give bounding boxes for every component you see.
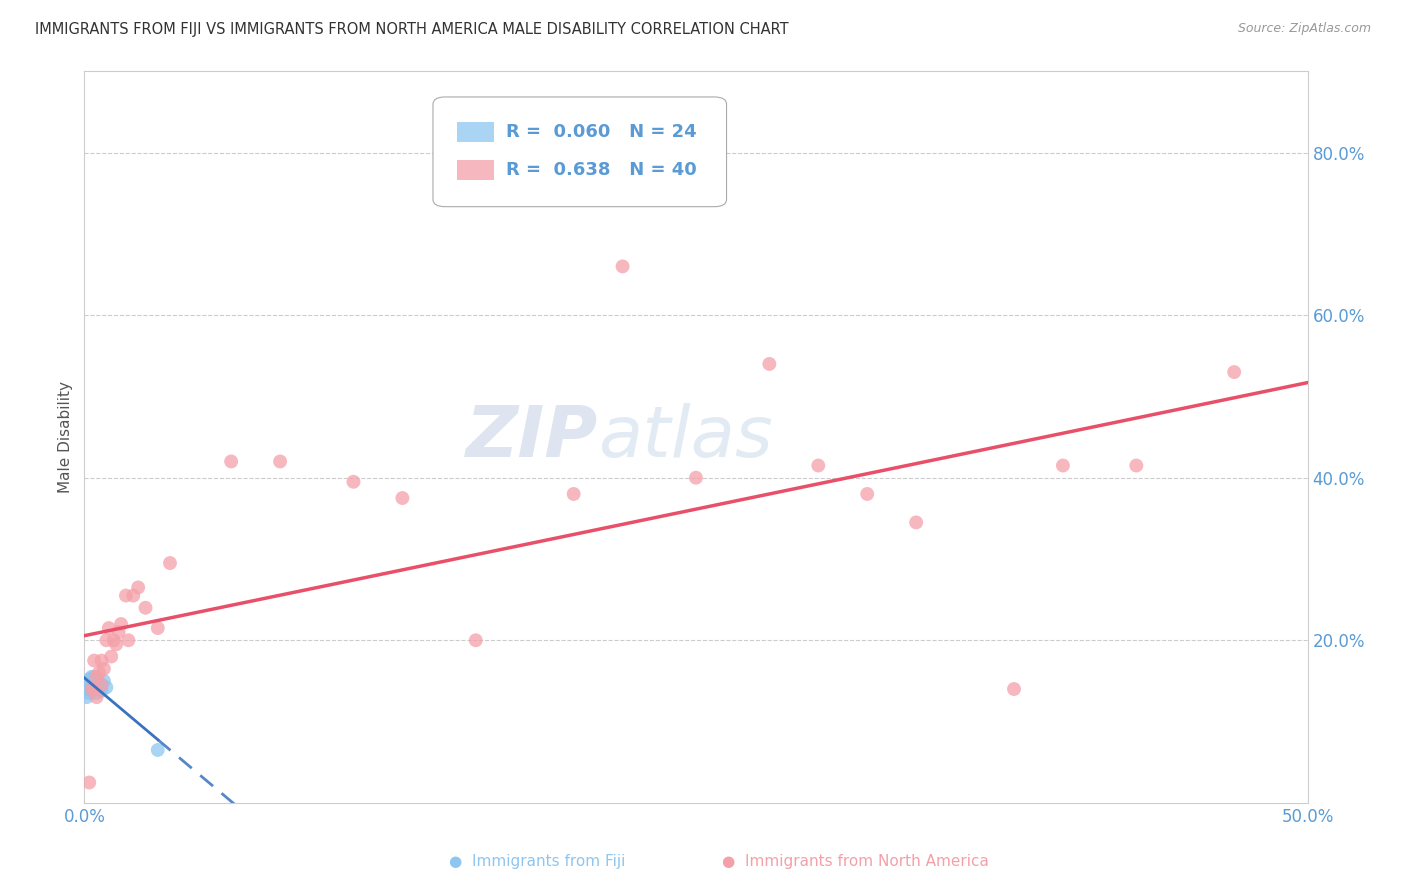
Point <box>87 665 110 680</box>
Point <box>83 681 105 696</box>
Point <box>807 458 830 473</box>
Point <box>83 675 105 690</box>
Point <box>83 654 105 668</box>
Point <box>77 686 100 700</box>
Point <box>110 617 132 632</box>
Point <box>146 621 169 635</box>
Point <box>1002 681 1025 696</box>
Point <box>86 681 108 695</box>
Text: R =  0.060   N = 24: R = 0.060 N = 24 <box>506 123 697 141</box>
Point <box>391 491 413 505</box>
Point <box>77 775 100 789</box>
Text: Source: ZipAtlas.com: Source: ZipAtlas.com <box>1237 22 1371 36</box>
Point <box>90 678 112 692</box>
Point <box>135 600 157 615</box>
Point <box>87 681 110 696</box>
Y-axis label: Male Disability: Male Disability <box>58 381 73 493</box>
Point <box>100 649 122 664</box>
Point <box>76 681 98 696</box>
Point <box>90 683 112 698</box>
Point <box>856 487 879 501</box>
Point <box>117 633 139 648</box>
Point <box>612 260 634 274</box>
Point <box>103 633 125 648</box>
Point <box>86 686 108 700</box>
Point <box>1052 458 1074 473</box>
Point <box>1125 458 1147 473</box>
Point <box>90 678 112 692</box>
Text: IMMIGRANTS FROM FIJI VS IMMIGRANTS FROM NORTH AMERICA MALE DISABILITY CORRELATIO: IMMIGRANTS FROM FIJI VS IMMIGRANTS FROM … <box>35 22 789 37</box>
Text: ZIP: ZIP <box>465 402 598 472</box>
Point <box>76 690 98 705</box>
Point <box>107 625 129 640</box>
Point <box>93 662 115 676</box>
Point <box>122 589 145 603</box>
Point <box>90 654 112 668</box>
Point <box>87 675 110 690</box>
Point <box>80 678 103 692</box>
Point <box>86 670 108 684</box>
Point <box>685 471 707 485</box>
Point <box>115 589 138 603</box>
Text: ●  Immigrants from North America: ● Immigrants from North America <box>721 854 988 869</box>
Point <box>97 621 120 635</box>
Point <box>219 454 242 468</box>
Point <box>80 681 103 696</box>
Point <box>269 454 291 468</box>
Point <box>77 675 100 690</box>
Point <box>96 633 118 648</box>
Point <box>758 357 780 371</box>
Text: atlas: atlas <box>598 402 773 472</box>
Text: ●  Immigrants from Fiji: ● Immigrants from Fiji <box>449 854 626 869</box>
Point <box>127 581 149 595</box>
Point <box>80 670 103 684</box>
Bar <box>457 122 494 143</box>
Point <box>86 673 108 688</box>
Point <box>83 681 105 695</box>
Point <box>342 475 364 489</box>
Point <box>146 743 169 757</box>
Point <box>1223 365 1246 379</box>
Text: R =  0.638   N = 40: R = 0.638 N = 40 <box>506 161 697 179</box>
FancyBboxPatch shape <box>433 97 727 207</box>
Point <box>464 633 486 648</box>
Point <box>77 681 100 696</box>
Bar <box>457 160 494 180</box>
Point <box>93 673 115 688</box>
Point <box>83 670 105 684</box>
Point <box>905 516 928 530</box>
Point <box>96 681 118 695</box>
Point <box>105 637 128 651</box>
Point <box>80 683 103 698</box>
Point <box>80 673 103 688</box>
Point <box>76 678 98 692</box>
Point <box>77 673 100 687</box>
Point <box>159 556 181 570</box>
Point <box>86 690 108 705</box>
Point <box>562 487 585 501</box>
